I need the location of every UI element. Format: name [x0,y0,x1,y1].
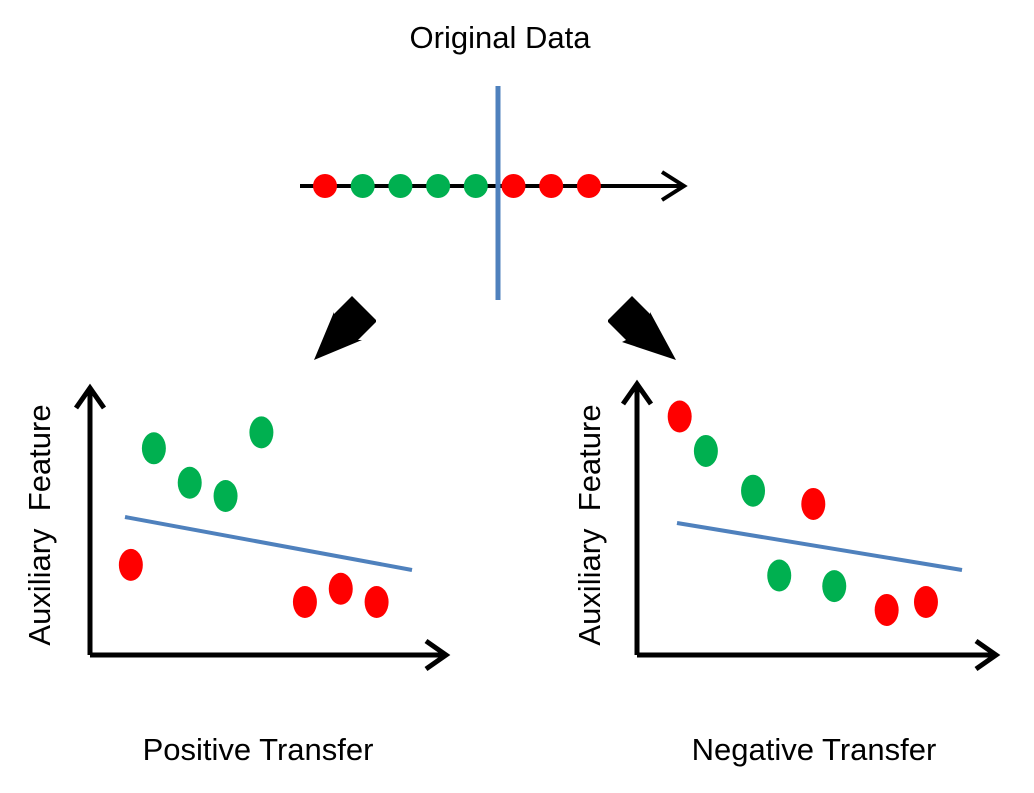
scatter-point-green [822,570,847,603]
negative-transfer-axes [620,379,1001,672]
original-point-red [501,174,526,198]
original-point-red [576,174,601,198]
negative-transfer-points [667,400,938,626]
diagram-title: Original Data [410,20,592,55]
arrow-to-negative-icon [608,296,676,360]
scatter-point-green [213,480,238,512]
original-data-points [313,174,601,198]
original-point-red [539,174,564,198]
original-point-green [463,174,488,198]
scatter-point-red [364,586,389,618]
positive-transfer-caption: Positive Transfer [143,732,374,767]
original-point-green [388,174,413,198]
scatter-point-red [118,548,143,581]
positive-transfer-axes [73,383,451,672]
original-point-green [350,174,375,198]
negative-transfer-caption: Negative Transfer [692,732,937,767]
scatter-point-red [801,487,826,520]
scatter-point-green [767,559,792,592]
scatter-point-red [913,586,938,618]
positive-transfer-ylabel: Auxiliary Feature [22,404,57,645]
arrow-to-positive-icon [314,296,376,360]
scatter-point-green [249,416,274,449]
scatter-point-green [177,466,202,499]
scatter-point-red [292,586,317,618]
original-point-red [313,174,337,198]
scatter-point-green [741,474,766,507]
scatter-point-green [693,434,718,467]
scatter-point-red [328,572,353,605]
negative-transfer-ylabel: Auxiliary Feature [572,404,607,645]
scatter-point-red [874,593,899,626]
original-point-green [426,174,451,198]
negative-transfer-boundary [676,521,963,572]
scatter-point-red [667,400,692,433]
positive-transfer-boundary [124,515,413,572]
positive-transfer-points [118,416,389,618]
scatter-point-green [141,432,166,465]
